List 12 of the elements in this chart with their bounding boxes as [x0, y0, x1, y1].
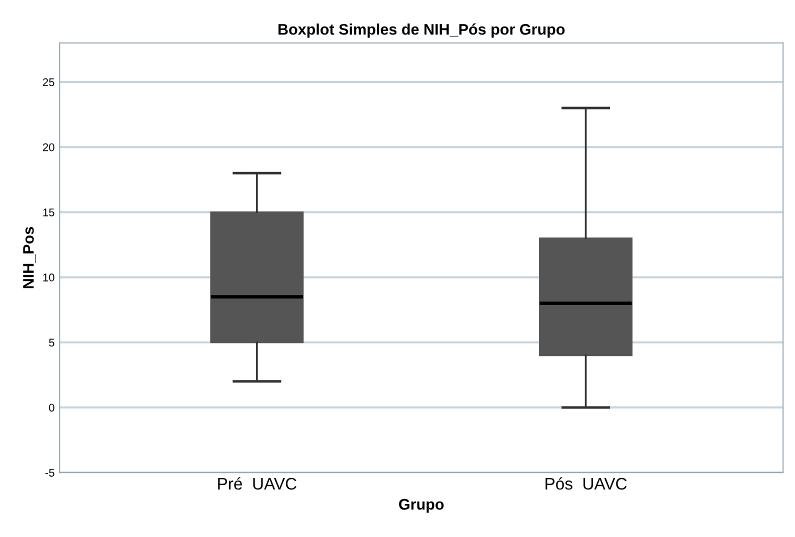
x-tick-label: Pré UAVC — [218, 477, 296, 490]
y-tick-label: -5 — [45, 468, 54, 477]
x-axis-title: Grupo — [399, 498, 444, 513]
y-tick-label: 0 — [49, 404, 54, 412]
x-tick-label: Pós UAVC — [546, 477, 627, 490]
y-tick-label: 25 — [42, 78, 54, 86]
y-axis-title: NIH_Pos — [23, 226, 36, 288]
y-tick-label: 20 — [42, 143, 54, 152]
chart-title: Boxplot Simples de NIH_Pós por Grupo — [278, 23, 565, 38]
y-tick-label: 5 — [49, 338, 54, 347]
y-tick-label: 10 — [43, 274, 54, 282]
y-tick-label: 15 — [43, 208, 54, 216]
